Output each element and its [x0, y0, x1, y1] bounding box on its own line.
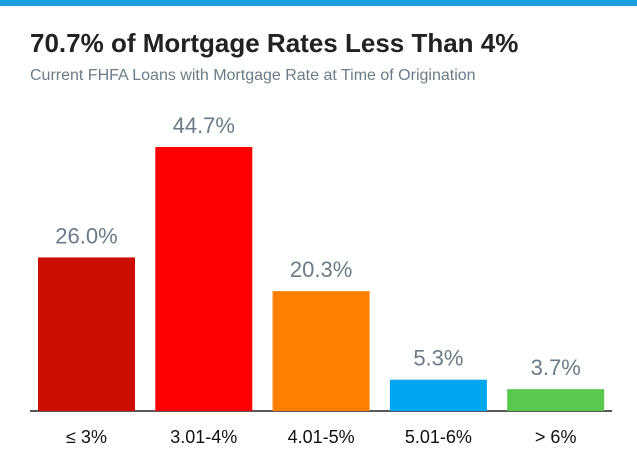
bar — [507, 389, 605, 411]
value-label: 5.3% — [413, 346, 463, 371]
bar — [38, 257, 135, 411]
chart-title: 70.7% of Mortgage Rates Less Than 4% — [30, 28, 518, 58]
bar — [155, 147, 253, 411]
x-tick-label: 3.01-4% — [170, 427, 237, 447]
top-stripe — [0, 0, 637, 6]
value-label: 26.0% — [55, 223, 117, 248]
value-label: 3.7% — [531, 355, 581, 380]
x-tick-label: 5.01-6% — [405, 427, 472, 447]
value-label: 20.3% — [290, 257, 352, 282]
x-tick-label: ≤ 3% — [66, 427, 107, 447]
bar — [272, 291, 370, 411]
chart-subtitle: Current FHFA Loans with Mortgage Rate at… — [30, 67, 476, 84]
value-label: 44.7% — [173, 113, 235, 138]
bar — [389, 379, 487, 411]
x-tick-label: > 6% — [535, 427, 577, 447]
x-tick-label: 4.01-5% — [288, 427, 355, 447]
